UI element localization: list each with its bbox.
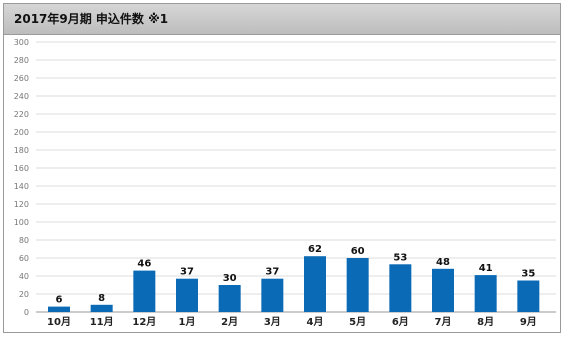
data-label: 6 [56,295,63,306]
x-tick-label: 3月 [264,316,281,328]
bar [304,256,326,312]
x-tick-label: 1月 [179,316,196,328]
y-tick-label: 180 [14,146,29,155]
bar [432,268,454,312]
data-label: 53 [393,252,407,263]
y-tick-label: 80 [19,236,29,245]
y-tick-label: 0 [24,308,29,317]
data-label: 8 [98,293,105,304]
data-label: 37 [265,267,279,278]
y-tick-label: 300 [14,38,29,47]
data-label: 37 [180,267,194,278]
bar [389,264,412,312]
data-label: 41 [479,263,493,274]
data-label: 30 [223,273,237,284]
x-tick-label: 4月 [307,316,324,328]
data-label: 60 [351,246,365,257]
y-tick-label: 260 [14,74,29,83]
y-tick-label: 100 [14,218,29,227]
y-tick-label: 20 [19,290,29,299]
y-tick-label: 60 [19,254,29,263]
x-tick-label: 11月 [90,316,114,328]
y-tick-label: 140 [14,182,29,191]
y-tick-label: 220 [14,110,29,119]
data-label: 46 [137,259,151,270]
x-tick-label: 2月 [221,316,238,328]
bar [517,280,540,312]
x-tick-label: 8月 [477,316,494,328]
bar [90,304,113,312]
x-tick-label: 7月 [435,316,452,328]
x-tick-label: 6月 [392,316,409,328]
x-tick-label: 9月 [520,316,537,328]
bar [176,278,198,312]
x-tick-label: 5月 [349,316,366,328]
bar [133,270,156,312]
chart-title: 2017年9月期 申込件数 ※1 [14,12,169,26]
y-tick-label: 40 [19,272,29,281]
bar [261,278,284,312]
bar [474,275,497,312]
data-label: 62 [308,244,322,255]
data-label: 35 [521,269,535,280]
y-tick-label: 240 [14,92,29,101]
bar [346,258,369,312]
bar [48,306,70,312]
x-tick-label: 10月 [47,316,71,328]
bar [218,285,241,312]
x-tick-label: 12月 [132,316,156,328]
y-tick-label: 160 [14,164,29,173]
y-tick-label: 200 [14,128,29,137]
y-tick-label: 120 [14,200,29,209]
chart-title-bar: 2017年9月期 申込件数 ※1 [4,4,560,35]
data-label: 48 [436,257,450,268]
y-tick-label: 280 [14,56,29,65]
